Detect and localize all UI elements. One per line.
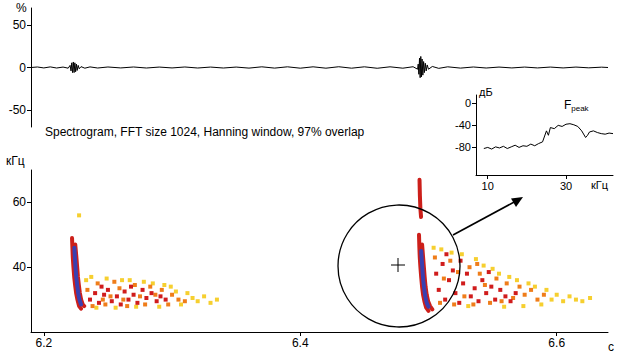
svg-text:кГц: кГц [6, 154, 25, 168]
svg-text:6.4: 6.4 [292, 336, 309, 350]
svg-text:дБ: дБ [479, 86, 493, 98]
svg-text:-50: -50 [9, 103, 27, 117]
svg-text:30: 30 [560, 180, 572, 192]
svg-text:с: с [608, 340, 614, 354]
svg-text:-80: -80 [455, 141, 471, 153]
svg-text:-40: -40 [455, 119, 471, 131]
svg-text:50: 50 [13, 18, 27, 32]
svg-text:40: 40 [13, 260, 27, 274]
svg-text:60: 60 [13, 195, 27, 209]
svg-text:F: F [564, 98, 571, 112]
svg-text:кГц: кГц [591, 179, 609, 191]
svg-text:Spectrogram, FFT size 1024, Ha: Spectrogram, FFT size 1024, Hanning wind… [45, 125, 365, 139]
svg-text:%: % [16, 1, 27, 15]
svg-text:0: 0 [19, 61, 26, 75]
svg-text:6.2: 6.2 [35, 336, 52, 350]
svg-text:10: 10 [482, 180, 494, 192]
svg-text:6.6: 6.6 [548, 336, 565, 350]
svg-text:0: 0 [465, 97, 471, 109]
svg-text:peak: peak [571, 104, 589, 113]
